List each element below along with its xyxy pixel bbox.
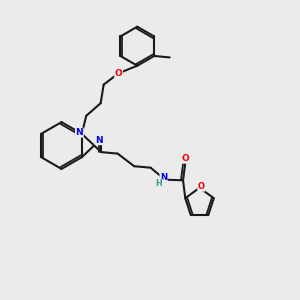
Text: N: N — [76, 128, 83, 137]
Text: N: N — [160, 173, 167, 182]
Text: O: O — [198, 182, 205, 191]
Text: O: O — [115, 69, 122, 78]
Text: N: N — [95, 136, 103, 145]
Text: O: O — [182, 154, 189, 163]
Text: H: H — [156, 179, 162, 188]
